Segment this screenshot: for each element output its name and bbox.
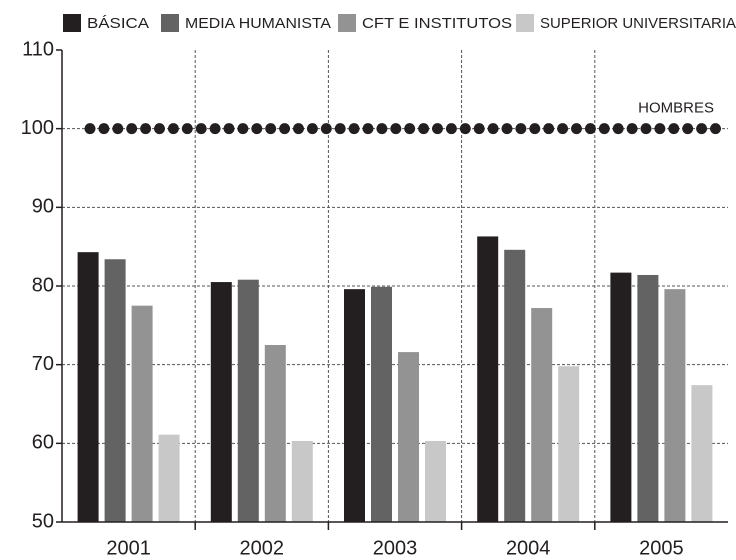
x-tick-label: 2004 <box>506 537 551 559</box>
legend-label: SUPERIOR UNIVERSITARIA <box>540 15 736 32</box>
legend-swatch <box>161 14 179 32</box>
legend-swatch <box>63 14 81 32</box>
y-tick-label: 70 <box>32 353 54 375</box>
bar <box>158 434 180 522</box>
bar <box>264 345 286 522</box>
bar <box>504 249 526 522</box>
bar <box>558 366 580 522</box>
legend-label: BÁSICA <box>87 15 149 32</box>
bar <box>237 279 259 522</box>
bar <box>610 272 632 522</box>
bar <box>398 352 419 522</box>
bar <box>291 440 313 522</box>
y-tick-label: 110 <box>22 38 54 60</box>
bar <box>344 289 365 522</box>
legend-label: CFT E INSTITUTOS <box>362 15 512 32</box>
bar <box>664 289 686 522</box>
legend-swatch <box>516 14 534 32</box>
y-tick-label: 50 <box>32 510 54 532</box>
legend-swatch <box>338 14 356 32</box>
bar <box>477 236 499 522</box>
bar <box>425 440 446 522</box>
bar <box>77 252 99 522</box>
bar <box>131 305 153 522</box>
bar <box>531 308 553 522</box>
x-tick-label: 2005 <box>639 537 684 559</box>
y-tick-label: 90 <box>32 196 54 218</box>
reference-label: HOMBRES <box>638 100 714 117</box>
legend-label: MEDIA HUMANISTA <box>185 15 331 32</box>
bar <box>210 282 232 522</box>
x-tick-label: 2002 <box>240 537 285 559</box>
y-tick-label: 80 <box>32 274 54 296</box>
bar <box>637 274 659 522</box>
bar <box>691 385 713 522</box>
bar <box>104 259 126 522</box>
x-tick-label: 2003 <box>373 537 418 559</box>
bar <box>371 286 392 522</box>
x-tick-label: 2001 <box>106 537 151 559</box>
y-tick-label: 60 <box>32 432 54 454</box>
y-tick-label: 100 <box>21 117 54 139</box>
